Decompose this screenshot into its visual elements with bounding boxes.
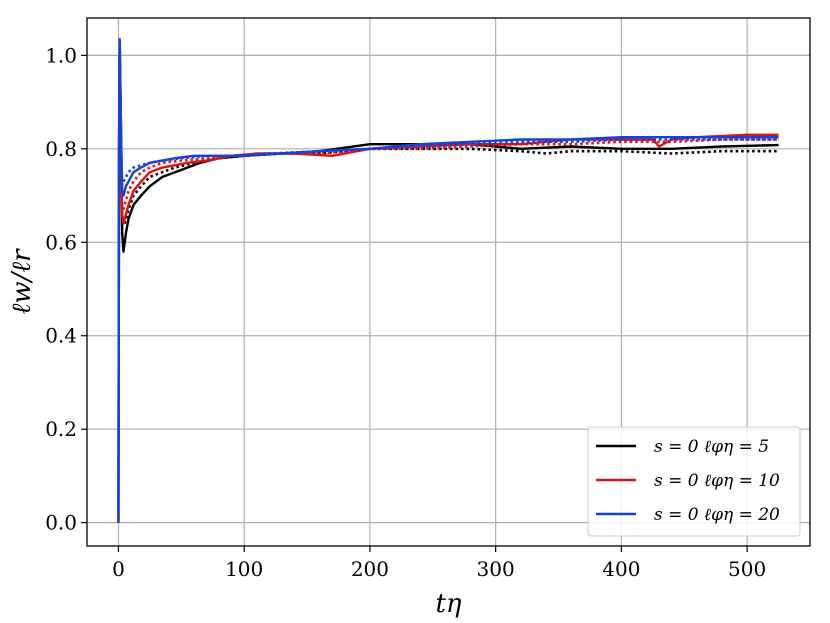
legend-label-0: s = 0 ℓφη = 5 [654,437,769,457]
legend-box [587,426,801,537]
x-tick-label: 500 [728,557,766,581]
grid [87,18,810,546]
x-tick-label: 200 [351,557,389,581]
series-line-5-dotted [122,138,779,183]
legend-label-2: s = 0 ℓφη = 20 [654,505,780,525]
y-tick-label: 0.6 [45,230,77,254]
x-tick-label: 300 [477,557,515,581]
y-tick-label: 0.2 [45,417,77,441]
y-tick-label: 0.0 [45,511,77,535]
x-tick-label: 100 [225,557,263,581]
legend: s = 0 ℓφη = 5 s = 0 ℓφη = 10 s = 0 ℓφη =… [587,426,801,537]
x-tick-label: 400 [602,557,640,581]
x-tick-label: 0 [112,557,125,581]
y-tick-label: 0.8 [45,137,77,161]
series-line-1-dotted [123,147,779,224]
tick-labels: 0 100 200 300 400 500 0.0 0.2 0.4 0.6 0.8 1.0 [45,43,766,581]
plot-frame [86,17,811,547]
y-tick-label: 1.0 [45,43,77,67]
legend-label-1: s = 0 ℓφη = 10 [654,471,780,491]
y-axis-label: ℓw/ℓr [7,248,37,315]
x-axis-label: tη [435,589,461,619]
series-lines [117,37,779,523]
y-tick-label: 0.4 [45,324,77,348]
series-line-0 [117,40,779,523]
tick-marks [81,54,748,552]
